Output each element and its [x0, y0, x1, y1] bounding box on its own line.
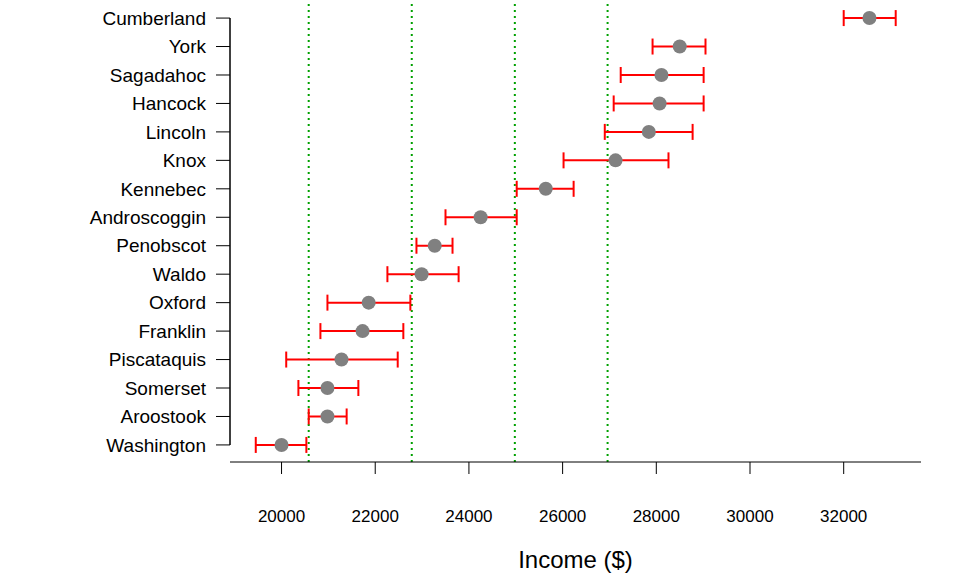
svg-text:Sagadahoc: Sagadahoc [110, 65, 206, 86]
svg-text:Cumberland: Cumberland [103, 8, 207, 29]
svg-text:Lincoln: Lincoln [146, 122, 206, 143]
svg-text:22000: 22000 [352, 507, 399, 526]
svg-text:Somerset: Somerset [125, 378, 207, 399]
svg-text:Hancock: Hancock [132, 93, 206, 114]
svg-text:28000: 28000 [633, 507, 680, 526]
svg-text:Washington: Washington [106, 435, 206, 456]
svg-text:Knox: Knox [163, 150, 207, 171]
svg-text:Penobscot: Penobscot [116, 235, 207, 256]
svg-text:24000: 24000 [445, 507, 492, 526]
svg-text:Aroostook: Aroostook [120, 406, 206, 427]
svg-text:30000: 30000 [726, 507, 773, 526]
svg-text:26000: 26000 [539, 507, 586, 526]
svg-text:York: York [169, 36, 207, 57]
svg-text:32000: 32000 [820, 507, 867, 526]
svg-text:Income ($): Income ($) [518, 546, 633, 573]
svg-text:Piscataquis: Piscataquis [109, 349, 206, 370]
svg-text:Oxford: Oxford [149, 292, 206, 313]
svg-text:Androscoggin: Androscoggin [90, 207, 206, 228]
svg-text:Waldo: Waldo [153, 264, 206, 285]
svg-text:20000: 20000 [258, 507, 305, 526]
svg-text:Franklin: Franklin [138, 321, 206, 342]
svg-text:Kennebec: Kennebec [120, 179, 206, 200]
